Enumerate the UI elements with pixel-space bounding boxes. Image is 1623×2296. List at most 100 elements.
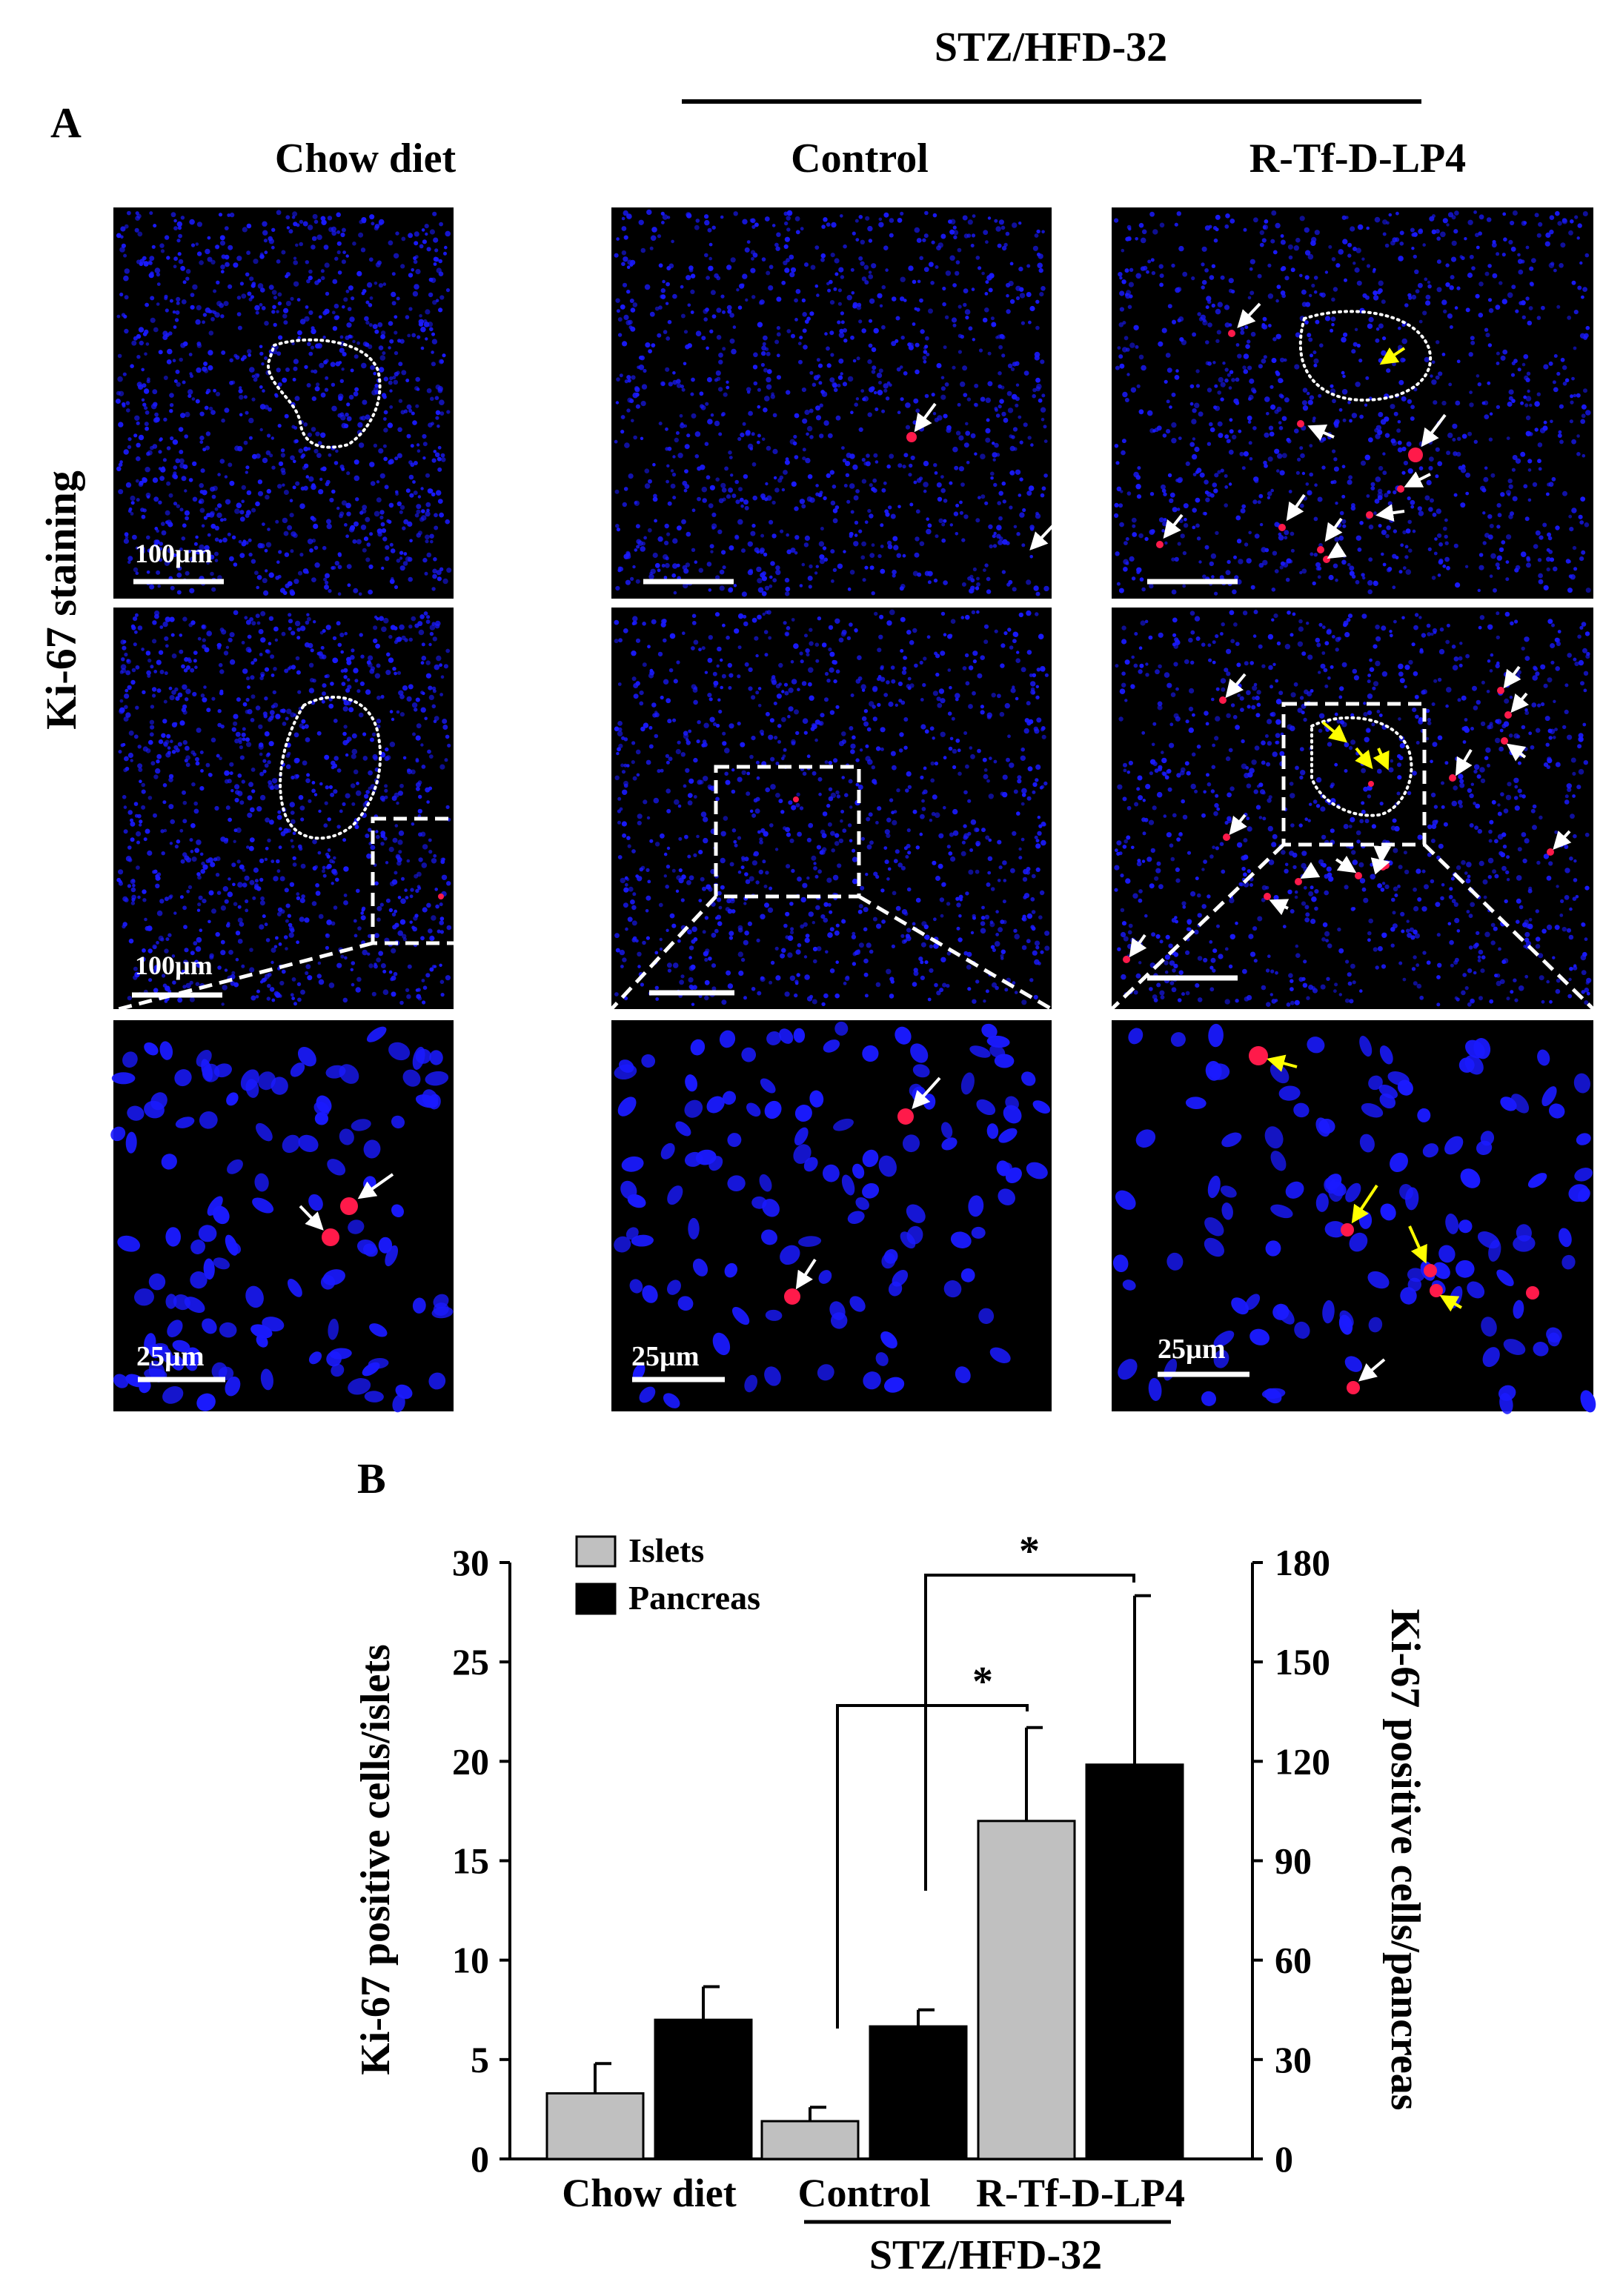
zoom-line <box>508 942 568 1011</box>
left-tick-label: 20 <box>452 1740 489 1782</box>
ki67-positive-cell <box>1501 737 1508 745</box>
ki67-positive-cell <box>340 1197 358 1215</box>
row-label-ki67: Ki-67 staining <box>37 470 85 730</box>
white-arrow <box>1269 899 1290 916</box>
inset-box <box>371 816 512 945</box>
bar-islets-3 <box>977 1820 1076 2160</box>
significance-bracket-islets <box>836 1704 1029 2029</box>
ki67-positive-cell <box>1156 541 1164 548</box>
right-tick-label: 0 <box>1275 2138 1293 2180</box>
white-arrow <box>1421 413 1447 447</box>
zoom-line <box>857 894 1053 1011</box>
white-arrow <box>1553 830 1572 850</box>
group-label-bottom: STZ/HFD-32 <box>869 2232 1102 2278</box>
scale-label-r3-chow: 25µm <box>136 1341 205 1372</box>
islet-outline <box>266 338 382 449</box>
islet-outline <box>1310 716 1413 817</box>
white-arrow <box>1307 425 1335 442</box>
islet-outline <box>1298 310 1432 402</box>
nuclei-layer <box>115 210 452 596</box>
white-arrow <box>357 1173 394 1199</box>
significance-bracket-pancreas <box>924 1574 1135 1891</box>
legend-swatch-islets <box>575 1535 617 1568</box>
bar-pancreas-3 <box>1085 1763 1184 2160</box>
ki67-positive-cell <box>1249 1046 1268 1065</box>
right-tick-label: 120 <box>1275 1740 1330 1782</box>
ki67-positive-cell <box>1297 420 1304 427</box>
yellow-arrow <box>1373 748 1390 771</box>
white-arrow <box>1324 517 1343 542</box>
yellow-arrow <box>1439 1295 1462 1312</box>
ki67-positive-cell <box>1547 848 1554 856</box>
white-arrow <box>1455 748 1473 776</box>
micrograph-background <box>113 207 454 599</box>
ki67-positive-cell <box>1295 878 1302 885</box>
ki67-positive-cell <box>784 1288 800 1305</box>
ki67-positive-cell <box>1219 696 1227 704</box>
scale-label-r2: 100µm <box>135 951 213 980</box>
white-arrow <box>1237 302 1261 328</box>
left-tick-label: 25 <box>452 1641 489 1683</box>
white-arrow <box>1029 521 1058 550</box>
micrograph-r3-control <box>611 1020 1052 1411</box>
bar-pancreas-2 <box>869 2025 968 2160</box>
inset-box <box>714 765 861 899</box>
y-axis-label-left: Ki-67 positive cells/islets <box>353 1644 399 2075</box>
ki67-positive-cell <box>1347 1381 1360 1394</box>
white-arrow <box>795 1258 817 1290</box>
ki67-positive-cell <box>1264 893 1271 900</box>
ki67-positive-cell <box>1368 781 1374 787</box>
micrograph-grid <box>110 207 1596 1414</box>
white-arrow <box>1506 743 1527 762</box>
white-arrow <box>1503 665 1521 689</box>
ki67-positive-cell <box>1228 330 1235 337</box>
nuclei-layer <box>614 209 1049 597</box>
zoom-line <box>610 895 717 1011</box>
ki67-positive-cell <box>1278 524 1286 531</box>
nuclei-layer <box>614 609 1050 1007</box>
x-category-label: Control <box>797 2171 930 2215</box>
legend-swatch-pancreas <box>575 1583 617 1615</box>
micrograph-r3-chow <box>110 1020 454 1413</box>
white-arrow <box>1163 513 1184 539</box>
ki67-positive-cell <box>906 432 917 442</box>
micrograph-r2-control <box>611 608 1052 1009</box>
left-tick-label: 5 <box>471 2039 489 2080</box>
micrograph-background <box>611 207 1052 599</box>
legend-label-islets: Islets <box>628 1531 704 1569</box>
white-arrow <box>1129 934 1147 958</box>
nuclei-layer <box>1114 210 1591 596</box>
left-tick-label: 10 <box>452 1940 489 1981</box>
yellow-arrow <box>1355 747 1373 770</box>
micrograph-r2-rtfdlp4 <box>1112 608 1593 1009</box>
ki67-positive-cell <box>1323 556 1330 563</box>
nuclei-layer <box>1114 610 1592 1007</box>
yellow-arrow <box>1351 1184 1378 1224</box>
white-arrow <box>1300 862 1321 879</box>
ki67-positive-cell <box>1341 1223 1354 1237</box>
panel-b: B 0 5 10 15 20 25 30 0 30 60 90 120 150 180 Ki-67 posi… <box>353 1454 1428 2278</box>
bar-islets-2 <box>760 2120 860 2160</box>
yellow-arrow <box>1408 1225 1427 1264</box>
panel-a-label: A <box>50 99 82 147</box>
ki67-positive-cell <box>1497 687 1504 694</box>
white-arrow <box>1373 845 1392 864</box>
significance-star: * <box>972 1659 993 1705</box>
significance-star: * <box>1019 1528 1040 1574</box>
scale-label-r3-rtfdlp4: 25µm <box>1158 1334 1226 1365</box>
white-arrow <box>299 1205 324 1231</box>
left-tick-label: 15 <box>452 1840 489 1882</box>
column-title-rtfdlp4: R-Tf-D-LP4 <box>1249 136 1466 182</box>
ki67-positive-cell <box>1223 833 1230 841</box>
left-tick-label: 0 <box>471 2138 489 2180</box>
white-arrow <box>1225 673 1247 699</box>
islet-outline <box>279 696 382 840</box>
white-arrow <box>1370 857 1390 875</box>
column-title-chow: Chow diet <box>275 136 457 182</box>
white-arrow <box>1404 471 1431 488</box>
group-title-top: STZ/HFD-32 <box>935 24 1167 70</box>
micrograph-background <box>1112 608 1593 1009</box>
right-tick-label: 180 <box>1275 1542 1330 1583</box>
white-arrow <box>912 1077 941 1109</box>
